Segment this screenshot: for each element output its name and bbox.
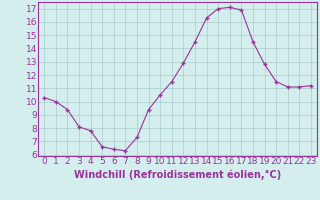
X-axis label: Windchill (Refroidissement éolien,°C): Windchill (Refroidissement éolien,°C) — [74, 169, 281, 180]
